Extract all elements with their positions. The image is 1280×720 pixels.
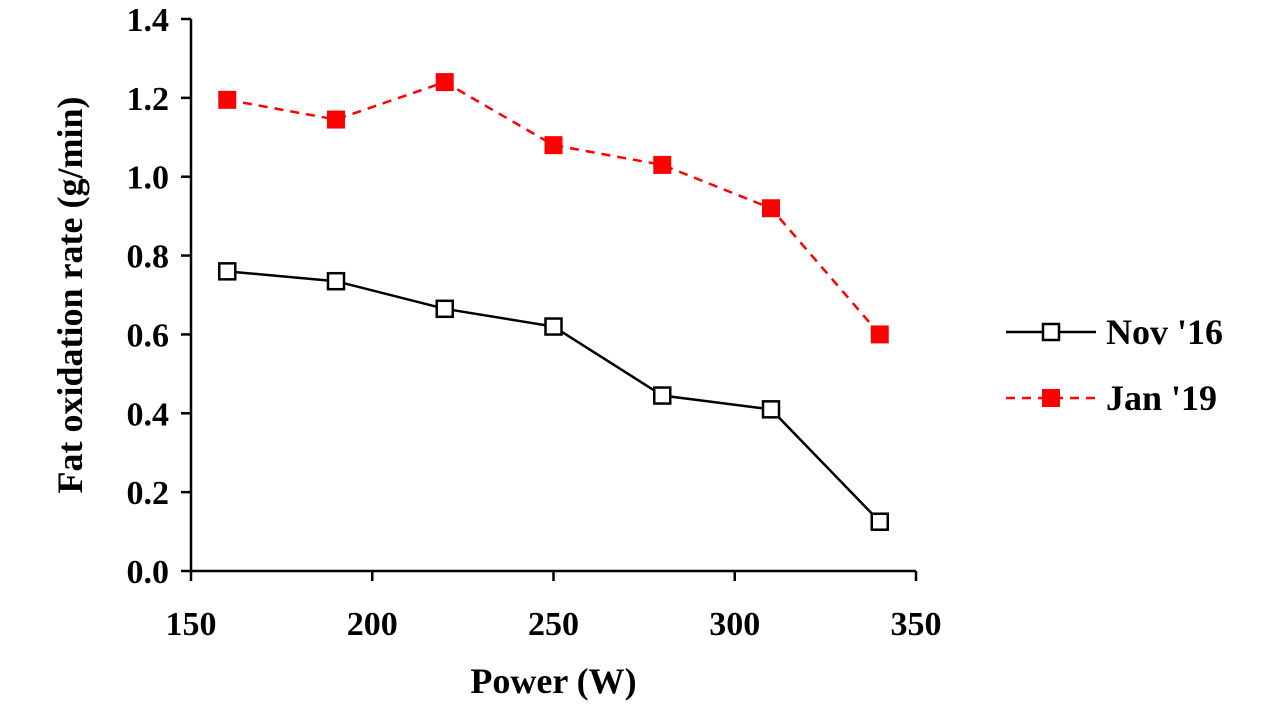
data-point-marker xyxy=(544,317,563,336)
series-line xyxy=(227,270,881,523)
data-point-marker xyxy=(653,386,672,405)
data-point-marker xyxy=(326,271,346,291)
series-jan-19 xyxy=(218,73,889,344)
y-ticks: 0.0 0.2 0.4 0.6 0.8 1.0 1.2 1.4 xyxy=(127,2,191,591)
data-point-marker xyxy=(870,512,889,531)
data-point-marker xyxy=(762,199,780,218)
y-tick-label: 0.8 xyxy=(127,239,170,276)
data-point-marker xyxy=(327,110,345,129)
series-nov-16 xyxy=(218,262,889,531)
series-line xyxy=(227,80,881,336)
axes: 0.0 0.2 0.4 0.6 0.8 1.0 1.2 1.4 150 200 250 300 350 xyxy=(127,2,942,643)
data-point-marker xyxy=(218,90,237,109)
data-point-marker xyxy=(435,299,454,319)
data-point-marker xyxy=(870,325,889,344)
y-axis-title: Fat oxidation rate (g/min) xyxy=(50,97,90,494)
y-tick-label: 0.0 xyxy=(127,554,170,591)
data-point-marker xyxy=(761,400,781,419)
legend: Nov '16 Jan '19 xyxy=(1006,312,1223,418)
y-tick-label: 0.4 xyxy=(127,396,170,433)
legend-label: Nov '16 xyxy=(1106,312,1223,352)
x-ticks: 150 200 250 300 350 xyxy=(166,571,942,643)
x-axis-title: Power (W) xyxy=(470,661,636,701)
x-tick-label: 150 xyxy=(166,606,217,643)
y-tick-label: 1.2 xyxy=(127,81,170,118)
y-tick-label: 0.6 xyxy=(127,317,170,354)
legend-item: Nov '16 xyxy=(1006,312,1223,352)
data-point-marker xyxy=(544,136,563,155)
legend-label: Jan '19 xyxy=(1106,378,1217,418)
x-tick-label: 300 xyxy=(709,606,760,643)
legend-item: Jan '19 xyxy=(1006,378,1217,418)
y-tick-label: 1.4 xyxy=(127,2,170,39)
x-tick-label: 250 xyxy=(528,606,579,643)
x-tick-label: 350 xyxy=(891,606,942,643)
data-point-marker xyxy=(653,155,672,174)
y-tick-label: 1.0 xyxy=(127,160,170,197)
series-layer xyxy=(218,73,889,531)
data-point-marker xyxy=(435,73,454,92)
y-tick-label: 0.2 xyxy=(127,475,170,512)
data-point-marker xyxy=(1041,322,1061,342)
x-tick-label: 200 xyxy=(347,606,398,643)
data-point-marker xyxy=(218,262,237,281)
data-point-marker xyxy=(1042,389,1060,407)
